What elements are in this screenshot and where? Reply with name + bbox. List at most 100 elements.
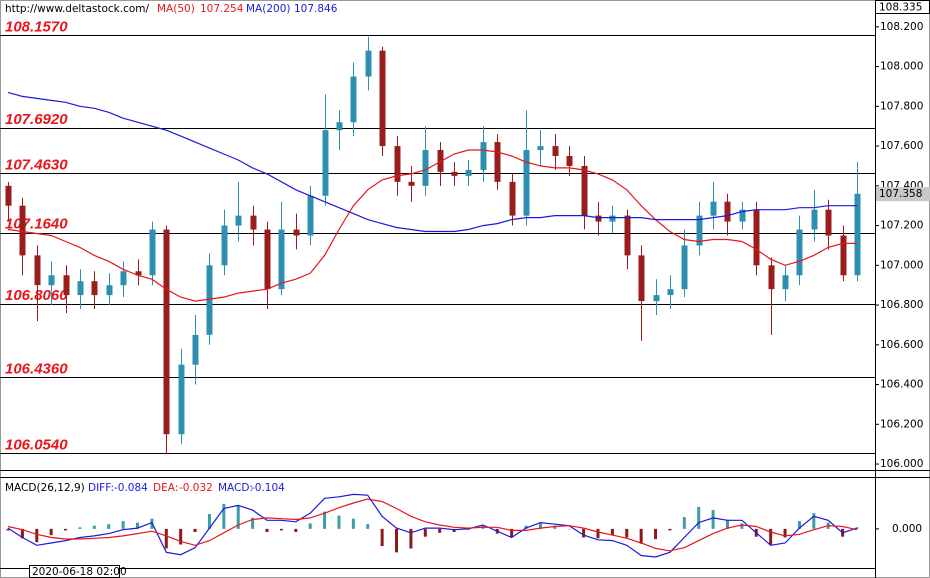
ma-line	[7, 91, 857, 233]
candle-body	[552, 146, 559, 157]
candle-body	[77, 281, 84, 296]
candle-body	[509, 181, 516, 216]
candle-body	[494, 142, 501, 182]
macd-bar	[797, 521, 801, 529]
macd-bar	[323, 511, 327, 529]
candle-body	[595, 215, 602, 222]
candle-body	[451, 171, 458, 176]
candle-body	[825, 209, 832, 236]
macd-bar	[207, 514, 211, 529]
y-tick-label: 108.200	[880, 21, 923, 33]
macd-bar	[222, 503, 226, 529]
candle-body	[264, 229, 271, 290]
candle-body	[135, 271, 142, 276]
candle-body	[106, 285, 113, 296]
y-tick-label: 107.600	[880, 140, 923, 152]
level-label: 107.6920	[5, 111, 68, 128]
candle-body	[724, 201, 731, 222]
macd-bar	[64, 528, 68, 531]
macd-bar	[6, 528, 10, 531]
macd-bar	[20, 528, 24, 539]
macd-bar	[409, 528, 413, 549]
candle-body	[739, 209, 746, 222]
y-tick-label: 0.000	[892, 523, 922, 535]
macd-bar	[524, 525, 528, 529]
legend-ma200: MA(200)	[246, 3, 290, 15]
candle-body	[537, 146, 544, 151]
candle-body	[523, 150, 530, 216]
candle-body	[796, 229, 803, 276]
last-price-label: 107.358	[879, 188, 922, 200]
candle-body	[293, 229, 300, 236]
candle-body	[322, 130, 329, 196]
macd-bar	[92, 525, 96, 529]
macd-title: MACD(26,12,9)	[5, 482, 85, 494]
candle-body	[34, 255, 41, 286]
candle-body	[307, 195, 314, 236]
legend-macd: MACD:	[218, 482, 253, 494]
macd-bar	[596, 528, 600, 539]
candle-body	[782, 275, 789, 290]
candle-body	[63, 275, 70, 296]
candle-body	[422, 150, 429, 186]
candle-body	[566, 156, 573, 166]
macd-bar	[783, 528, 787, 538]
macd-bar	[553, 525, 557, 529]
macd-bar	[121, 521, 125, 529]
candle-body	[854, 193, 861, 276]
macd-bar	[711, 510, 715, 529]
candle-body	[221, 225, 228, 266]
macd-bar	[538, 522, 542, 529]
macd-bar	[438, 528, 442, 533]
macd-bar	[78, 527, 82, 529]
candle-body	[163, 229, 170, 435]
macd-bar	[136, 522, 140, 529]
macd-bar	[265, 528, 269, 532]
candle-body	[250, 215, 257, 230]
price-pane: 106.000 106.200 106.400 106.600 106.800 107.0…	[0, 0, 930, 470]
macd-bar	[452, 528, 456, 532]
candle-body	[753, 209, 760, 266]
macd-bar	[193, 528, 197, 532]
macd-bar	[351, 518, 355, 529]
macd-bar	[380, 528, 384, 547]
candle-body	[811, 209, 818, 230]
candle-body	[91, 281, 98, 296]
macd-bar	[510, 528, 514, 538]
macd-bar	[740, 523, 744, 529]
macd-bar	[610, 528, 614, 536]
macd-bar	[107, 524, 111, 529]
candle-body	[710, 201, 717, 216]
macd-bar	[395, 528, 399, 553]
candle-body	[581, 165, 588, 216]
level-label: 106.0540	[5, 436, 68, 453]
macd-bar	[179, 528, 183, 545]
candle-body	[840, 235, 847, 276]
macd-bar	[668, 528, 672, 531]
candle-body	[19, 205, 26, 256]
macd-bar	[682, 517, 686, 529]
macd-line	[7, 498, 858, 552]
macd-bar	[35, 528, 39, 543]
candle-body	[624, 215, 631, 256]
scale-top-label: 108.335	[879, 2, 922, 14]
macd-bar	[654, 528, 658, 540]
candle-body	[5, 185, 12, 206]
legend-dea-value: -0.032	[179, 482, 213, 494]
macd-bar	[366, 524, 370, 529]
level-label: 106.4360	[5, 360, 68, 377]
candle-body	[336, 122, 343, 131]
source-url: http://www.deltastock.com/	[5, 3, 150, 15]
candle-body	[278, 229, 285, 290]
candle-body	[120, 271, 127, 286]
macd-line	[7, 493, 858, 558]
y-tick-label: 107.000	[880, 259, 923, 271]
candle-body	[235, 215, 242, 226]
legend-diff: DIFF:	[88, 482, 114, 494]
legend-ma200-value: 107.846	[294, 3, 338, 15]
macd-bar	[639, 528, 643, 544]
macd-bar	[164, 528, 168, 549]
macd-bar	[279, 528, 283, 531]
y-tick-label: 106.800	[880, 299, 923, 311]
